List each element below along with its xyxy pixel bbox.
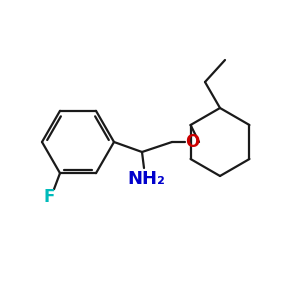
Text: O: O [185,133,199,151]
Text: NH₂: NH₂ [127,170,165,188]
Text: F: F [43,188,55,206]
